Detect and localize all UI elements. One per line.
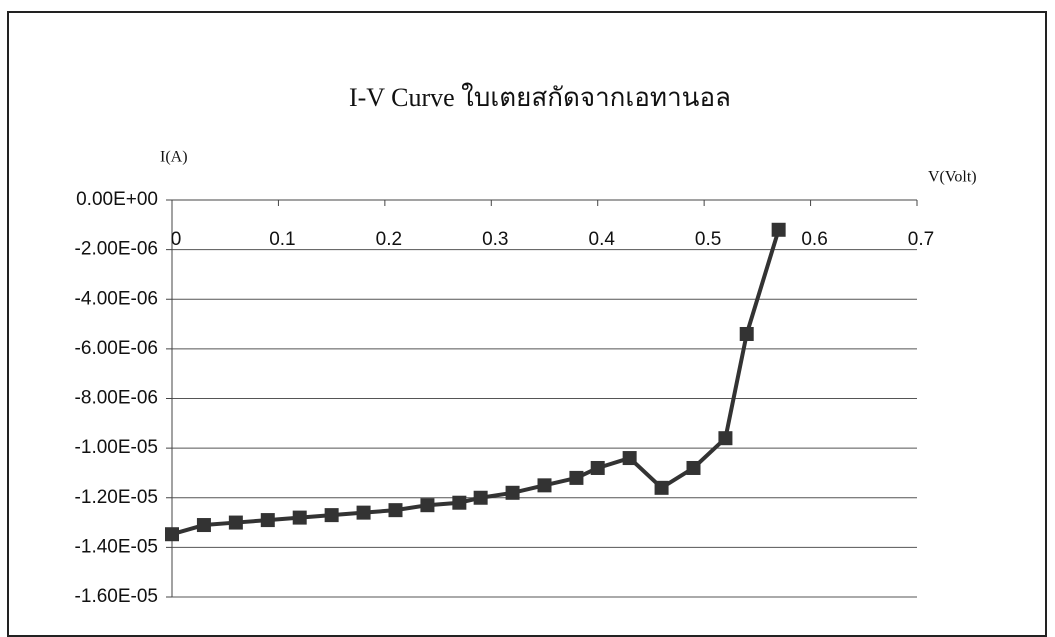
data-point (292, 510, 307, 525)
data-point (537, 478, 552, 493)
x-tick-label: 0 (171, 229, 182, 250)
y-tick-label: -6.00E-06 (75, 338, 158, 359)
data-point (569, 470, 584, 485)
y-tick-label: -8.00E-06 (75, 388, 158, 409)
data-point (420, 498, 435, 513)
data-point (718, 431, 733, 446)
x-tick-label: 0.7 (908, 229, 934, 250)
x-tick-label: 0.5 (695, 229, 721, 250)
y-tick-label: -1.20E-05 (75, 487, 158, 508)
data-point (590, 460, 605, 475)
x-tick-label: 0.4 (589, 229, 616, 250)
data-point (452, 495, 467, 510)
data-point (505, 485, 520, 500)
data-point (324, 508, 339, 523)
data-point (228, 515, 243, 530)
data-point (260, 513, 275, 528)
y-tick-label: -2.00E-06 (75, 239, 158, 260)
x-tick-label: 0.2 (376, 229, 402, 250)
data-point (388, 503, 403, 518)
x-tick-label: 0.6 (801, 229, 827, 250)
y-tick-label: -1.00E-05 (75, 437, 158, 458)
data-point (654, 480, 669, 495)
data-point (739, 326, 754, 341)
y-axis-label: I(A) (160, 149, 188, 166)
data-point (686, 460, 701, 475)
x-axis-label: V(Volt) (928, 169, 977, 186)
y-tick-label: -4.00E-06 (75, 288, 158, 309)
data-point (771, 222, 786, 237)
x-tick-label: 0.3 (482, 229, 508, 250)
data-point (356, 505, 371, 520)
data-point (622, 451, 637, 466)
data-point (165, 527, 179, 542)
data-point (196, 518, 211, 533)
y-tick-label: -1.40E-05 (75, 536, 158, 557)
x-tick-label: 0.1 (269, 229, 295, 250)
data-point (473, 490, 488, 505)
y-tick-label: 0.00E+00 (76, 189, 158, 210)
chart-title: I-V Curve ใบเตยสกัดจากเอทานอล (349, 83, 731, 112)
y-tick-label: -1.60E-05 (75, 586, 158, 607)
